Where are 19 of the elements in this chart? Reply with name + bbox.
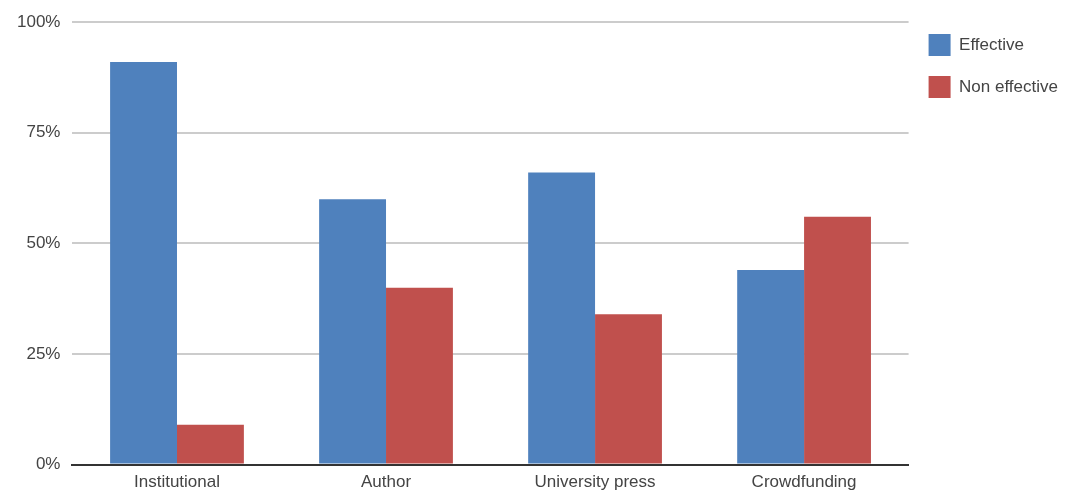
legend-label: Effective xyxy=(959,34,1024,54)
bar xyxy=(176,424,244,464)
bar xyxy=(804,216,871,464)
x-tick-label: Crowdfunding xyxy=(751,472,857,492)
x-tick-label: Institutional xyxy=(133,472,220,492)
y-tick-label: 25% xyxy=(26,343,61,363)
legend-label: Non effective xyxy=(959,76,1059,96)
bar xyxy=(386,287,453,464)
bar xyxy=(595,314,662,464)
y-tick-label: 75% xyxy=(26,122,61,142)
bar xyxy=(319,199,387,464)
y-tick-label: 0% xyxy=(35,454,61,474)
y-tick-label: 100% xyxy=(17,11,61,31)
bar xyxy=(110,62,177,464)
x-tick-label: Author xyxy=(360,472,412,492)
bar xyxy=(737,269,805,464)
bar xyxy=(528,172,596,464)
x-tick-label: University press xyxy=(534,472,656,492)
y-tick-label: 50% xyxy=(26,233,61,253)
